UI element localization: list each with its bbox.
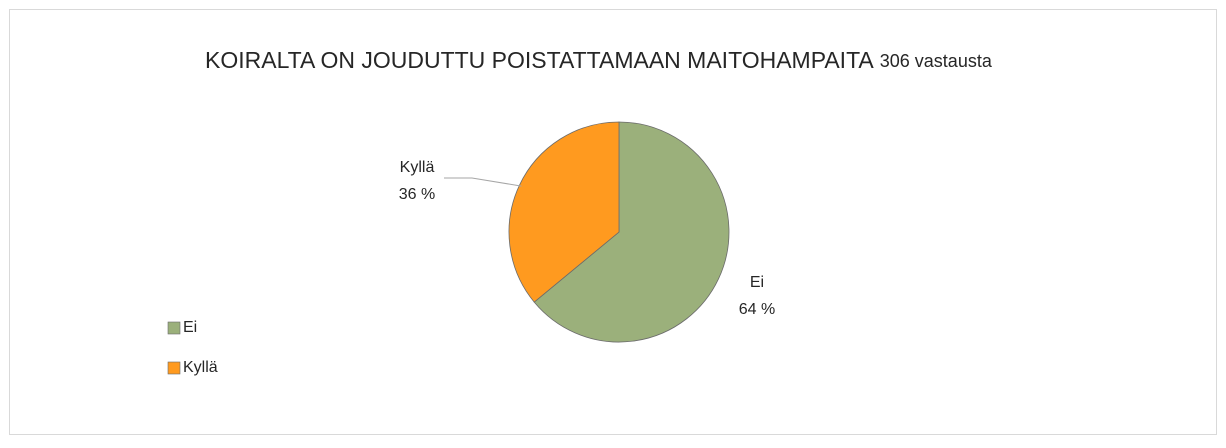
legend-label: Ei: [183, 319, 197, 336]
data-label-value: 64 %: [739, 301, 775, 318]
legend-swatch: [167, 361, 181, 375]
pie-slice: [533, 121, 730, 343]
data-label-value: 36 %: [399, 186, 435, 203]
chart-title: KOIRALTA ON JOUDUTTU POISTATTAMAAN MAITO…: [205, 47, 993, 73]
pie-slice: [508, 121, 620, 303]
legend-swatch: [167, 321, 181, 335]
data-label-category: Ei: [750, 274, 764, 291]
title-sub: 306 vastausta: [880, 51, 993, 71]
data-label-category: Kyllä: [400, 159, 435, 176]
legend-label: Kyllä: [183, 359, 218, 376]
title-main: KOIRALTA ON JOUDUTTU POISTATTAMAAN MAITO…: [205, 47, 874, 73]
leader-line: [444, 177, 522, 187]
